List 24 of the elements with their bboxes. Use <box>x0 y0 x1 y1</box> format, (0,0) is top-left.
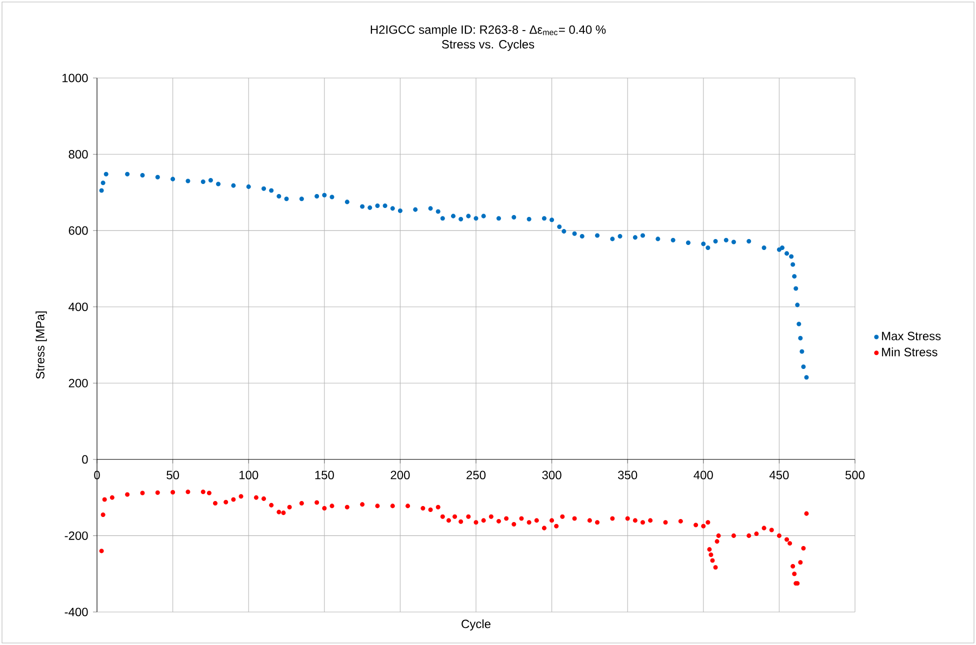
x-tick-label: 300 <box>542 470 562 480</box>
y-tick-label: 400 <box>68 302 88 312</box>
y-tick-label: 0 <box>82 455 88 464</box>
y-tick-label: 1000 <box>62 74 88 82</box>
chart-title: H2IGCC sample ID: R263-8 - Δε$_{mec}$= 0.40 % <box>370 25 606 36</box>
y-tick-label: -400 <box>64 608 88 616</box>
y-tick-label: 800 <box>68 150 88 159</box>
x-tick-label: 350 <box>618 470 638 480</box>
x-tick-label: 200 <box>390 470 410 480</box>
y-axis-title: Stress [MPa] <box>36 312 47 379</box>
x-tick-label: 400 <box>694 470 713 480</box>
legend-label: Max Stress <box>882 332 941 340</box>
x-tick-label: 150 <box>315 470 334 480</box>
y-tick-label: 200 <box>68 378 88 388</box>
x-tick-label: 100 <box>240 470 258 480</box>
chart-subtitle: Stress vs. Cycles <box>442 40 534 51</box>
y-tick-label: -200 <box>64 531 88 540</box>
y-tick-label: 600 <box>68 226 88 235</box>
x-tick-label: 450 <box>769 470 789 480</box>
x-tick-label: 250 <box>466 470 486 480</box>
x-tick-label: 50 <box>166 470 180 480</box>
legend-label: Min Stress <box>882 347 938 356</box>
x-axis-title: Cycle <box>462 619 490 631</box>
x-tick-label: 500 <box>845 470 865 480</box>
